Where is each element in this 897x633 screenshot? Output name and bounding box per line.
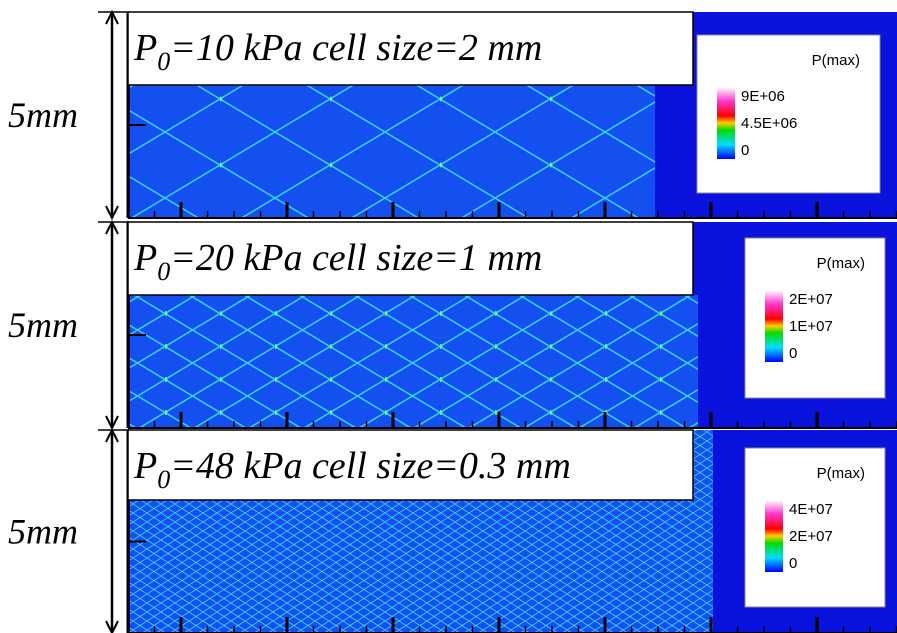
cell-pattern (130, 295, 698, 428)
legend-label: 1E+07 (789, 318, 833, 335)
cell-pattern (130, 85, 655, 218)
figure: 5mmP0=10 kPa cell size=2 mmP(max)9E+064.… (0, 0, 897, 633)
legend-title: P(max) (817, 465, 865, 482)
legend-label: 0 (789, 555, 797, 572)
title-symbol: P (133, 445, 157, 487)
panel-title: P0=20 kPa cell size=1 mm (133, 237, 542, 286)
title-text: =20 kPa cell size=1 mm (170, 237, 542, 279)
legend-label: 4.5E+06 (741, 115, 797, 132)
colorbar (765, 500, 783, 572)
legend-title: P(max) (812, 52, 860, 69)
legend-label: 4E+07 (789, 501, 833, 518)
legend-label: 2E+07 (789, 291, 833, 308)
title-text: =10 kPa cell size=2 mm (170, 27, 542, 69)
legend-label: 0 (741, 142, 749, 159)
cell-pattern (130, 500, 713, 633)
legend-label: 9E+06 (741, 88, 785, 105)
title-subscript: 0 (157, 47, 170, 76)
colorbar (765, 290, 783, 362)
title-subscript: 0 (157, 257, 170, 286)
title-subscript: 0 (157, 465, 170, 494)
height-label: 5mm (8, 305, 78, 345)
title-symbol: P (133, 27, 157, 69)
panel-title: P0=10 kPa cell size=2 mm (133, 27, 542, 76)
title-symbol: P (133, 237, 157, 279)
title-text: =48 kPa cell size=0.3 mm (170, 445, 571, 487)
height-label: 5mm (8, 512, 78, 552)
cell-pattern-front (693, 430, 713, 500)
colorbar (717, 87, 735, 159)
legend-label: 2E+07 (789, 528, 833, 545)
panel-title: P0=48 kPa cell size=0.3 mm (133, 445, 571, 494)
legend-label: 0 (789, 345, 797, 362)
height-label: 5mm (8, 95, 78, 135)
legend-title: P(max) (817, 255, 865, 272)
